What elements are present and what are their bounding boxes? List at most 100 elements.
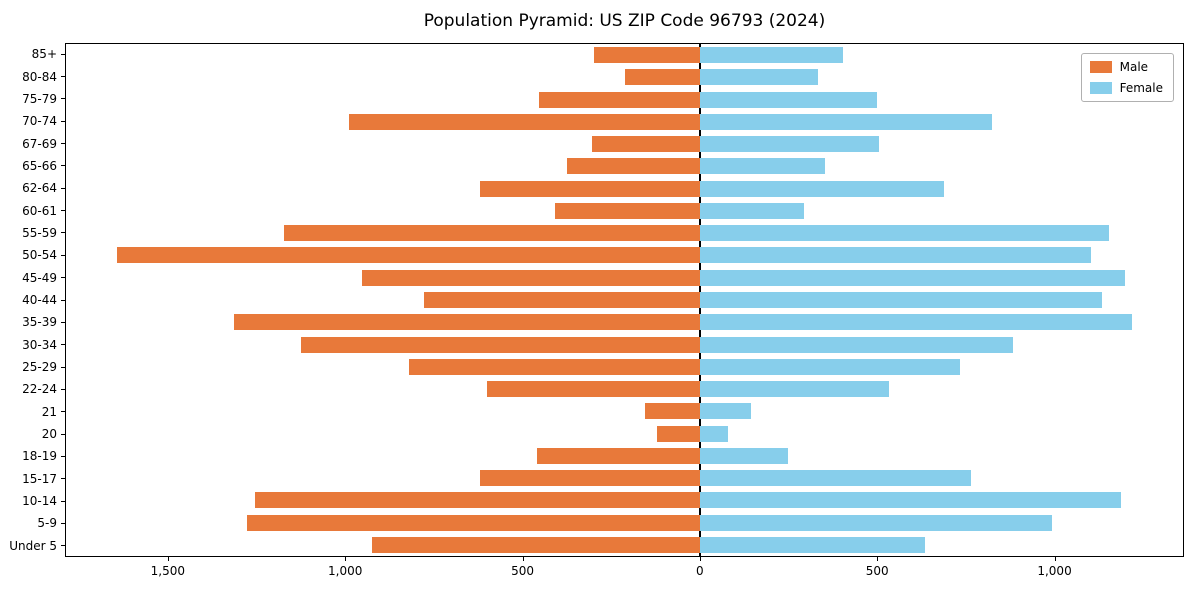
male-bar [593, 47, 700, 64]
bar-row [66, 244, 1183, 266]
x-tick-label: 500 [865, 564, 889, 578]
legend-item-male: Male [1089, 60, 1163, 74]
x-tick-label: 0 [696, 564, 704, 578]
female-bar [699, 136, 879, 153]
legend-male-label: Male [1119, 60, 1149, 74]
y-tick-mark [61, 366, 65, 368]
y-tick-mark [61, 299, 65, 301]
y-tick-label: 55-59 [22, 225, 57, 240]
y-tick-label: 80-84 [22, 69, 57, 84]
male-color-swatch-icon [1089, 61, 1112, 73]
y-tick-label: 22-24 [22, 382, 57, 397]
bar-row [66, 422, 1183, 444]
male-bar [409, 358, 700, 375]
male-bar [487, 381, 700, 398]
y-tick-mark [61, 143, 65, 145]
y-tick-label: 10-14 [22, 494, 57, 509]
y-tick-label: 45-49 [22, 270, 57, 285]
y-tick-mark [61, 344, 65, 346]
y-tick-mark [61, 411, 65, 413]
y-tick-label: 65-66 [22, 158, 57, 173]
y-tick-mark [61, 277, 65, 279]
x-axis: 1,500 1,000 500 0 500 1,000 [65, 557, 1184, 587]
male-bar [644, 403, 700, 420]
bar-row [66, 267, 1183, 289]
y-tick-mark [61, 500, 65, 502]
female-bar [699, 202, 805, 219]
y-tick-label: 21 [41, 404, 57, 419]
y-tick-mark [61, 522, 65, 524]
female-bar [699, 536, 925, 553]
y-tick-label: 62-64 [22, 181, 57, 196]
male-bar [234, 314, 700, 331]
y-tick-mark [61, 455, 65, 457]
bar-row [66, 66, 1183, 88]
y-tick-label: 60-61 [22, 203, 57, 218]
y-tick-label: 35-39 [22, 315, 57, 330]
y-tick-label: 15-17 [22, 471, 57, 486]
male-bar [566, 158, 700, 175]
x-tick-label: 500 [511, 564, 534, 578]
bar-row [66, 333, 1183, 355]
bar-row [66, 445, 1183, 467]
male-bar [301, 336, 700, 353]
bar-row [66, 467, 1183, 489]
male-bar [349, 113, 700, 130]
x-tick-mark [699, 557, 701, 561]
male-bar [117, 247, 700, 264]
y-tick-label: 67-69 [22, 136, 57, 151]
y-tick-label: 85+ [31, 47, 57, 62]
y-tick-label: 18-19 [22, 449, 57, 464]
bar-row [66, 44, 1183, 66]
bar-row [66, 133, 1183, 155]
female-bar [699, 225, 1109, 242]
legend-item-female: Female [1089, 81, 1163, 95]
female-bar [699, 180, 944, 197]
male-bar [283, 225, 700, 242]
x-tick-mark [1054, 557, 1056, 561]
bar-row [66, 200, 1183, 222]
y-tick-mark [61, 210, 65, 212]
y-tick-label: 70-74 [22, 114, 57, 129]
bar-row [66, 222, 1183, 244]
bar-row [66, 489, 1183, 511]
female-bar [699, 492, 1122, 509]
plot-area: Male Female [65, 43, 1184, 557]
female-bar [699, 291, 1102, 308]
bar-row [66, 111, 1183, 133]
male-bar [361, 269, 700, 286]
y-tick-mark [61, 545, 65, 547]
female-bar [699, 158, 826, 175]
y-tick-mark [61, 53, 65, 55]
y-tick-label: Under 5 [9, 538, 57, 553]
female-bar [699, 403, 752, 420]
bar-row [66, 534, 1183, 556]
female-bar [699, 358, 960, 375]
y-tick-mark [61, 232, 65, 234]
female-bar [699, 269, 1125, 286]
bar-row [66, 378, 1183, 400]
y-tick-mark [61, 120, 65, 122]
bar-row [66, 155, 1183, 177]
female-bar [699, 113, 992, 130]
male-bar [255, 492, 700, 509]
bar-row [66, 311, 1183, 333]
male-bar [625, 69, 700, 86]
male-bar [591, 136, 700, 153]
x-tick-mark [345, 557, 347, 561]
female-bar [699, 470, 971, 487]
male-bar [246, 514, 700, 531]
y-tick-label: 40-44 [22, 293, 57, 307]
bar-row [66, 89, 1183, 111]
male-bar [538, 91, 700, 108]
bar-row [66, 400, 1183, 422]
y-tick-mark [61, 433, 65, 435]
female-bar [699, 336, 1014, 353]
legend: Male Female [1080, 53, 1174, 102]
female-bar [699, 69, 819, 86]
y-tick-mark [61, 254, 65, 256]
female-bar [699, 247, 1091, 264]
female-bar [699, 314, 1132, 331]
chart-title: Population Pyramid: US ZIP Code 96793 (2… [423, 11, 826, 31]
